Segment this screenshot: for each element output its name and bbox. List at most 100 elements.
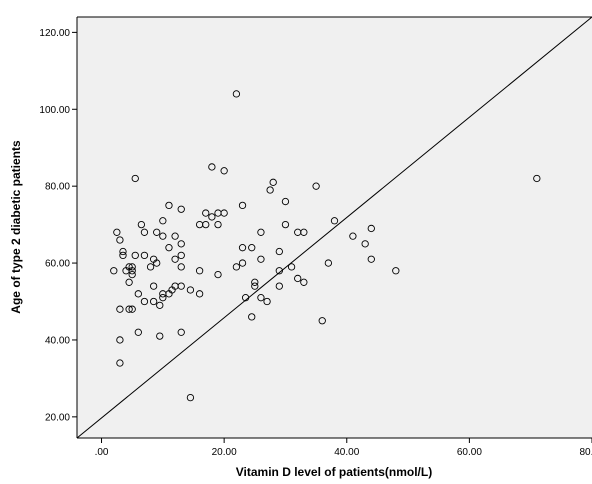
data-point [257,255,265,263]
data-point [149,282,158,290]
y-tick-label: 120.00 [39,28,70,39]
data-point [241,294,250,302]
data-point [257,294,265,302]
data-point [266,186,274,194]
data-point [146,263,155,271]
data-point [134,290,142,298]
data-point [248,244,256,252]
axes [72,16,592,443]
data-point [238,201,247,210]
data-point [202,209,210,217]
data-point [134,328,142,336]
data-point [232,90,241,98]
data-point [220,209,228,217]
y-tick-label: 60.00 [45,259,70,270]
data-point [177,282,185,290]
data-point [128,263,136,271]
data-point [281,220,290,229]
data-point [177,240,185,248]
data-point [202,220,210,229]
data-point [149,297,158,306]
data-point [257,228,265,236]
data-point [128,305,136,313]
y-tick-label: 80.00 [45,182,70,193]
data-point [349,232,357,240]
data-point [214,270,222,279]
data-point [251,278,259,286]
data-point [153,228,161,236]
data-point [287,263,296,271]
data-point [128,270,136,279]
data-point [186,393,195,402]
data-point [275,282,283,290]
data-point [128,267,136,275]
data-point [208,213,216,221]
data-point [125,305,133,313]
data-point [232,263,241,271]
y-tick-label: 20.00 [45,412,70,423]
data-point [263,297,271,306]
data-point [116,359,124,367]
data-point [533,174,541,183]
data-point [119,247,127,256]
data-point [165,290,173,298]
data-point [248,313,256,321]
data-point [116,305,124,313]
data-point [159,217,167,225]
data-points [110,90,541,402]
data-point [220,167,228,175]
data-point [177,251,185,260]
data-point [269,178,277,186]
x-tick-label: .00 [95,447,109,458]
x-tick-label: 80.00 [579,447,592,458]
data-point [300,278,308,286]
data-point [140,297,149,306]
data-point [159,232,167,240]
data-point [156,332,164,340]
y-tick-label: 40.00 [45,335,70,346]
data-point [137,220,146,229]
data-point [294,274,302,283]
data-point [281,197,290,206]
data-point [119,251,127,260]
y-axis-title: Age of type 2 diabetic patients [9,140,23,314]
y-tick-label: 100.00 [39,105,70,116]
data-point [177,263,185,271]
data-point [113,228,121,236]
data-point [275,267,283,275]
data-point [324,259,333,267]
data-point [195,290,204,298]
x-tick-label: 40.00 [334,447,359,458]
x-tick-label: 60.00 [457,447,482,458]
data-point [140,228,149,236]
tick-labels: .00 20.00 40.00 60.00 80.00 20.00 40.00 60.00 80… [39,28,592,458]
data-point [330,217,339,225]
data-point [392,267,400,275]
data-point [238,259,247,267]
data-point [312,182,320,190]
data-point [367,224,375,233]
data-point [251,282,259,290]
data-point [156,301,164,310]
data-point [177,205,185,213]
data-point [171,255,179,263]
data-point [116,336,124,344]
data-point [165,244,173,252]
data-point [125,278,133,286]
data-point [140,251,149,260]
reference-line [76,16,592,439]
data-point [159,294,167,302]
data-point [275,247,283,256]
data-point [131,174,139,183]
data-point [361,240,369,248]
data-point [177,328,185,336]
data-point [153,259,161,267]
data-point [131,251,139,260]
data-point [367,255,375,263]
x-tick-label: 20.00 [212,447,237,458]
data-point [214,220,222,229]
data-point [165,201,173,210]
data-point [171,232,179,240]
data-point [238,244,247,252]
